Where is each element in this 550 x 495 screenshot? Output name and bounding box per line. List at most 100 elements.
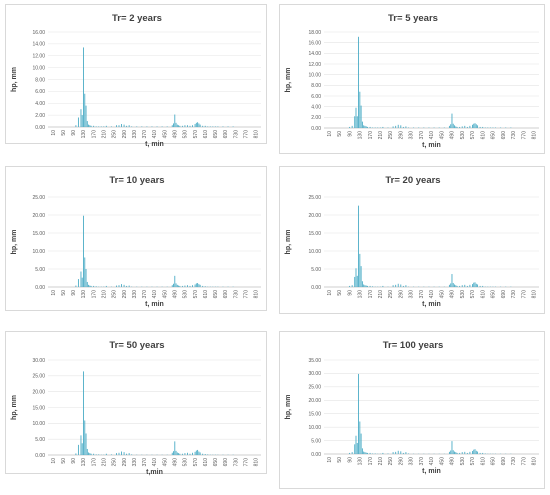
bar <box>451 441 453 454</box>
x-tick-label: 450 <box>162 290 168 299</box>
x-tick-label: 490 <box>450 457 456 466</box>
bar <box>77 444 79 455</box>
x-tick-label: 10 <box>327 131 333 137</box>
x-tick-label: 290 <box>398 457 404 466</box>
bar <box>166 126 168 127</box>
chart-title: Tr= 50 years <box>109 340 164 351</box>
bar <box>199 124 201 127</box>
x-tick-label: 810 <box>532 457 538 466</box>
x-tick-label: 650 <box>213 458 219 467</box>
x-tick-label: 610 <box>203 458 209 467</box>
bar <box>176 452 178 455</box>
bar <box>197 449 199 455</box>
bar <box>174 275 176 287</box>
y-axis-label: hp, mm <box>285 395 292 420</box>
bar <box>459 126 461 128</box>
x-tick-label: 330 <box>132 458 138 467</box>
bar <box>88 284 90 287</box>
bar <box>128 453 130 455</box>
bar <box>395 451 397 454</box>
bar <box>418 127 420 128</box>
bar <box>456 452 458 454</box>
bar <box>105 125 107 127</box>
bar <box>466 126 468 128</box>
bar <box>95 126 97 127</box>
bar <box>428 127 430 128</box>
bar <box>455 452 457 454</box>
bar <box>89 285 91 287</box>
x-tick-label: 770 <box>521 131 527 140</box>
bar <box>354 116 356 128</box>
x-tick-label: 410 <box>429 131 435 140</box>
x-tick-label: 370 <box>419 290 425 299</box>
bar <box>232 126 234 127</box>
bar <box>222 126 224 127</box>
x-tick-label: 450 <box>162 130 168 139</box>
bar <box>207 454 209 455</box>
x-tick-label: 290 <box>122 130 128 139</box>
x-tick-label: 250 <box>388 131 394 140</box>
x-axis-label: t, min <box>145 141 164 148</box>
y-tick-label: 0.00 <box>35 125 45 131</box>
bar <box>367 285 368 287</box>
x-tick-label: 690 <box>223 290 229 299</box>
bar <box>195 122 197 127</box>
x-tick-label: 50 <box>61 290 67 296</box>
y-tick-label: 25.00 <box>32 195 45 201</box>
bar <box>128 125 130 127</box>
x-tick-label: 170 <box>91 458 97 467</box>
bar <box>505 127 507 128</box>
bar <box>455 285 457 287</box>
x-tick-label: 570 <box>470 131 476 140</box>
x-tick-label: 250 <box>112 458 118 467</box>
x-tick-label: 130 <box>81 130 87 139</box>
bar <box>382 285 384 287</box>
bar <box>197 283 199 287</box>
y-tick-label: 0.00 <box>35 285 45 291</box>
bar <box>405 126 407 128</box>
bar <box>472 284 473 287</box>
bar <box>121 124 122 127</box>
x-tick-label: 410 <box>429 457 435 466</box>
bar <box>405 285 407 287</box>
y-tick-label: 16.00 <box>308 40 321 46</box>
bar <box>359 421 361 454</box>
y-tick-label: 20.00 <box>308 213 321 219</box>
bar <box>207 126 209 127</box>
bar <box>194 451 196 455</box>
x-tick-label: 490 <box>172 130 178 139</box>
bar <box>227 126 229 127</box>
bar <box>84 257 86 287</box>
x-tick-label: 610 <box>203 130 209 139</box>
bar <box>80 435 82 455</box>
bar <box>408 453 409 454</box>
x-tick-label: 210 <box>378 290 384 299</box>
bar <box>469 451 471 454</box>
bar <box>83 47 84 127</box>
bar <box>451 113 453 128</box>
x-tick-label: 730 <box>233 130 239 139</box>
bar <box>443 127 445 128</box>
bar <box>479 285 481 287</box>
bar <box>448 284 450 287</box>
bar <box>355 268 357 287</box>
bar <box>395 125 397 128</box>
bar <box>365 452 367 454</box>
bar <box>93 453 95 455</box>
y-tick-label: 20.00 <box>32 213 45 219</box>
x-tick-label: 810 <box>254 458 260 467</box>
x-tick-label: 690 <box>223 458 229 467</box>
x-tick-label: 210 <box>101 290 107 299</box>
bar <box>84 93 86 127</box>
bar <box>450 283 452 287</box>
bar <box>173 283 174 287</box>
x-tick-label: 50 <box>337 290 343 296</box>
bar <box>204 125 206 127</box>
bar <box>466 452 468 454</box>
bar <box>464 284 466 287</box>
bar <box>461 126 463 128</box>
y-tick-label: 25.00 <box>308 195 321 201</box>
chart-panel-3: 0.00 5.00 10.00 15.00 20.00 25.00 10 50 90 130 170… <box>5 166 267 311</box>
bar <box>105 285 107 287</box>
bar <box>349 452 351 454</box>
